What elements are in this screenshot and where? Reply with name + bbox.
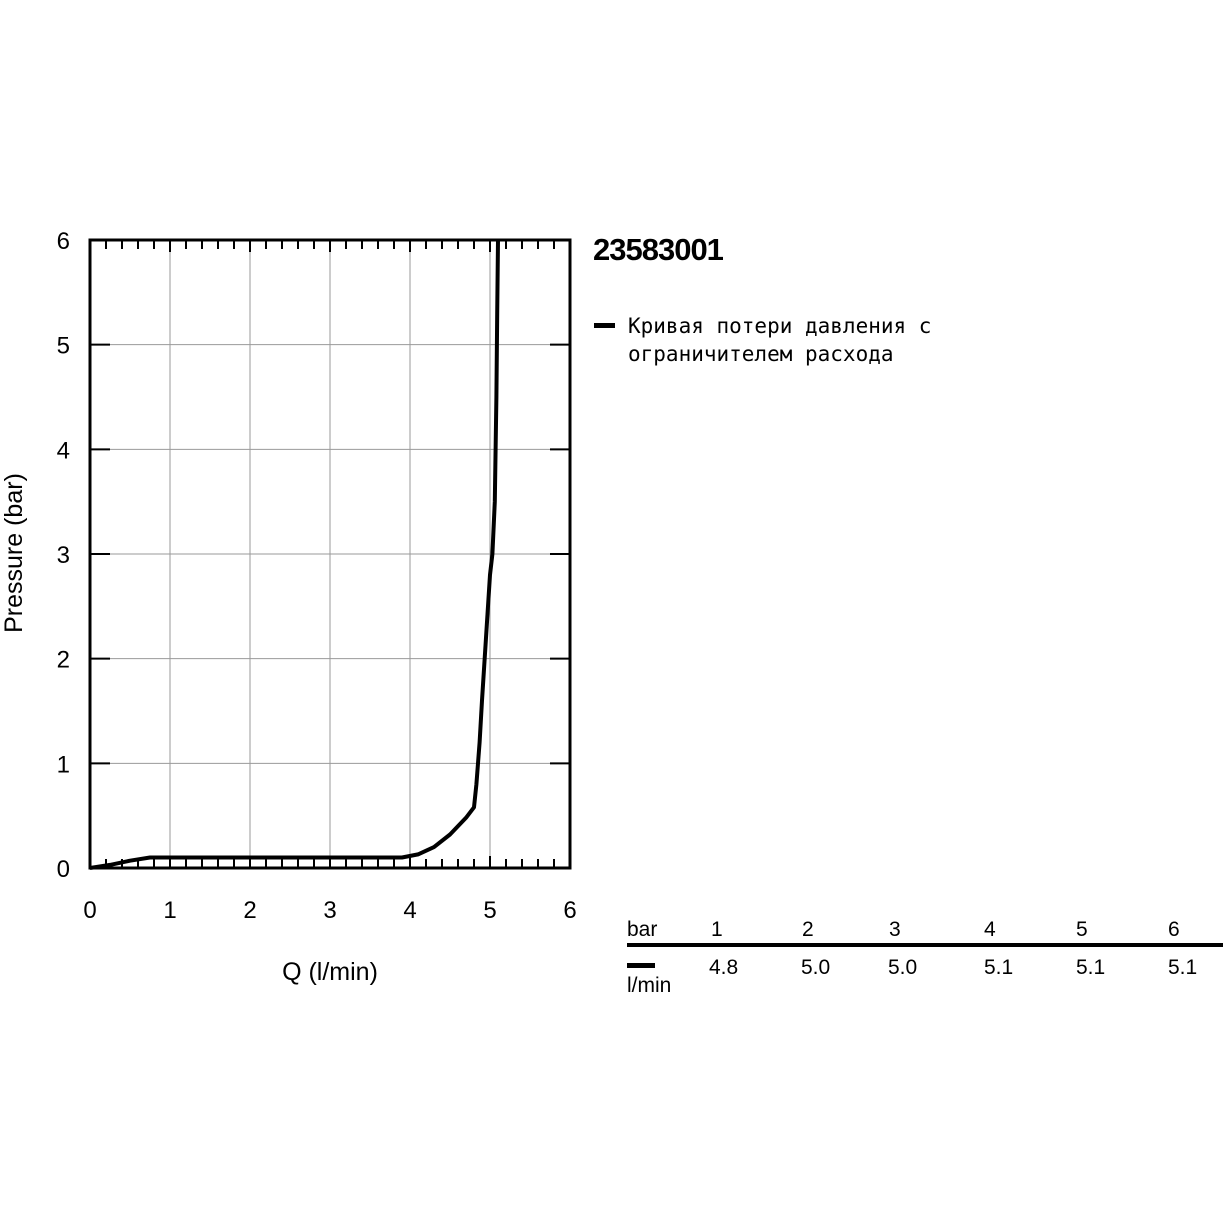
- table-flow-2: 5.0: [801, 956, 831, 979]
- table-pressure-1: 1: [711, 918, 723, 941]
- x-tick-label: 0: [83, 897, 96, 924]
- table-pressure-5: 5: [1076, 918, 1088, 941]
- y-tick-label: 1: [57, 751, 70, 778]
- table-rule: [627, 943, 1223, 947]
- table-pressure-2: 2: [802, 918, 814, 941]
- series-layer: [89, 239, 500, 870]
- series-line: [89, 239, 500, 870]
- legend-label: Кривая потери давления с ограничителем р…: [628, 314, 932, 366]
- table-flow-4: 5.1: [984, 956, 1014, 979]
- plot-frame: [88, 238, 572, 870]
- x-tick-label: 3: [323, 897, 336, 924]
- x-tick-label: 4: [403, 897, 416, 924]
- table-flow-5: 5.1: [1076, 956, 1106, 979]
- x-tick-label: 6: [563, 897, 576, 924]
- y-axis-title: Pressure (bar): [0, 473, 28, 633]
- x-axis-title: Q (l/min): [282, 958, 378, 986]
- y-tick-label: 3: [57, 542, 70, 569]
- table-pressure-4: 4: [984, 918, 996, 941]
- table-unit-label: l/min: [627, 974, 672, 997]
- y-tick-label: 5: [57, 333, 70, 360]
- grid-lines: [90, 240, 570, 868]
- y-tick-label: 2: [57, 647, 70, 674]
- table-pressure-6: 6: [1168, 918, 1180, 941]
- y-tick-label: 6: [57, 228, 70, 255]
- y-tick-label: 4: [57, 437, 70, 464]
- table-header-label: bar: [627, 918, 658, 941]
- x-tick-label: 5: [483, 897, 496, 924]
- table-flow-3: 5.0: [888, 956, 918, 979]
- y-tick-label: 0: [57, 856, 70, 883]
- table-flow-1: 4.8: [709, 956, 739, 979]
- pressure-flow-table: bar l/min 1 2 3 4 5 6 4.8 5.0 5.0 5.1 5.…: [627, 918, 1223, 998]
- x-tick-label: 2: [243, 897, 256, 924]
- x-tick-label: 1: [163, 897, 176, 924]
- tick-labels: 0 1 2 3 4 5 6 0 1 2 3 4 5 6: [57, 228, 577, 924]
- table-pressure-3: 3: [889, 918, 901, 941]
- table-flow-6: 5.1: [1168, 956, 1198, 979]
- table-line-swatch: [627, 963, 655, 968]
- legend-line-swatch: [594, 323, 615, 328]
- product-code: 23583001: [593, 232, 724, 267]
